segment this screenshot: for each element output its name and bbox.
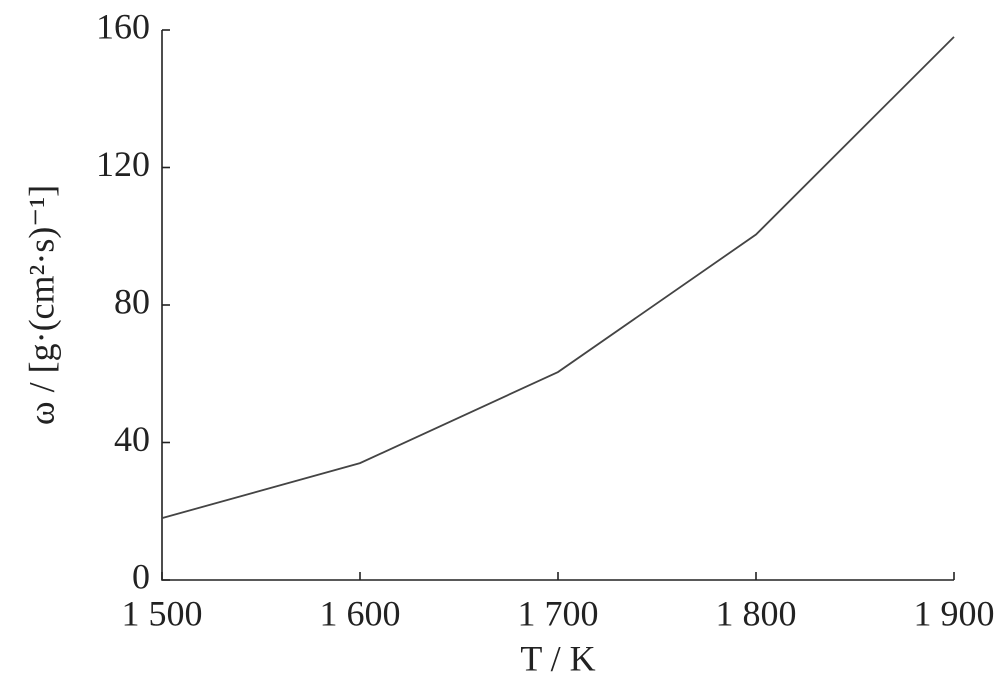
x-tick-label: 1 800 [716, 593, 797, 633]
x-tick-label: 1 500 [122, 593, 203, 633]
y-tick-label: 40 [114, 419, 150, 459]
y-tick-label: 120 [96, 144, 150, 184]
axes [161, 30, 954, 581]
data-line [161, 36, 955, 519]
y-tick-label: 160 [96, 6, 150, 46]
x-tick-label: 1 700 [518, 593, 599, 633]
x-axis-label: T / K [520, 638, 595, 678]
y-axis-label: ω / [g·(cm²·s)⁻¹] [21, 185, 61, 425]
y-tick-label: 0 [132, 556, 150, 596]
x-tick-label: 1 900 [914, 593, 995, 633]
y-tick-label: 80 [114, 281, 150, 321]
x-tick-label: 1 600 [320, 593, 401, 633]
